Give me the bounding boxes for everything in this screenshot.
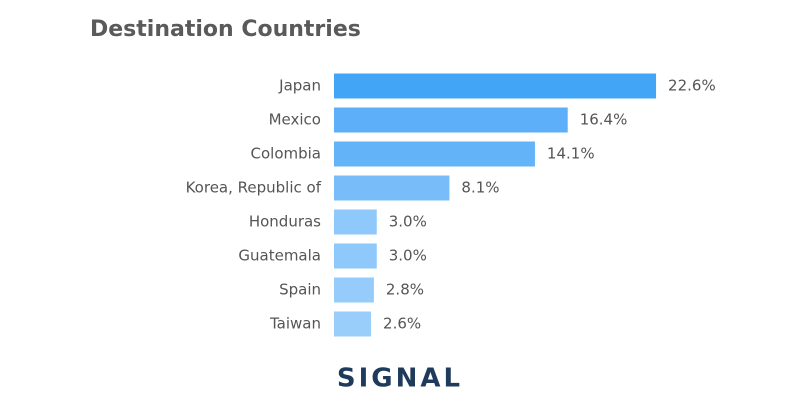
bar: [334, 209, 377, 235]
y-tick-label: Taiwan: [269, 315, 321, 333]
bar: [334, 277, 374, 303]
y-tick-label: Korea, Republic of: [186, 179, 322, 197]
bar: [334, 243, 377, 269]
data-label: 2.8%: [386, 281, 424, 299]
bar: [334, 311, 372, 337]
data-label: 3.0%: [389, 247, 427, 265]
bar: [334, 141, 535, 167]
chart-title: Destination Countries: [90, 17, 361, 42]
logo: SIGNAL: [337, 364, 463, 394]
data-label: 2.6%: [383, 315, 421, 333]
y-tick-label: Honduras: [249, 213, 321, 231]
y-tick-label: Spain: [279, 281, 321, 299]
y-tick-label: Colombia: [251, 145, 322, 163]
bar: [334, 73, 657, 99]
y-tick-label: Japan: [278, 77, 321, 95]
data-label: 16.4%: [580, 111, 628, 129]
data-label: 22.6%: [668, 77, 716, 95]
data-label: 14.1%: [547, 145, 595, 163]
y-tick-label: Guatemala: [238, 247, 321, 265]
bar: [334, 107, 568, 133]
data-label: 8.1%: [461, 179, 499, 197]
y-tick-label: Mexico: [269, 111, 321, 129]
bar: [334, 175, 450, 201]
data-label: 3.0%: [389, 213, 427, 231]
